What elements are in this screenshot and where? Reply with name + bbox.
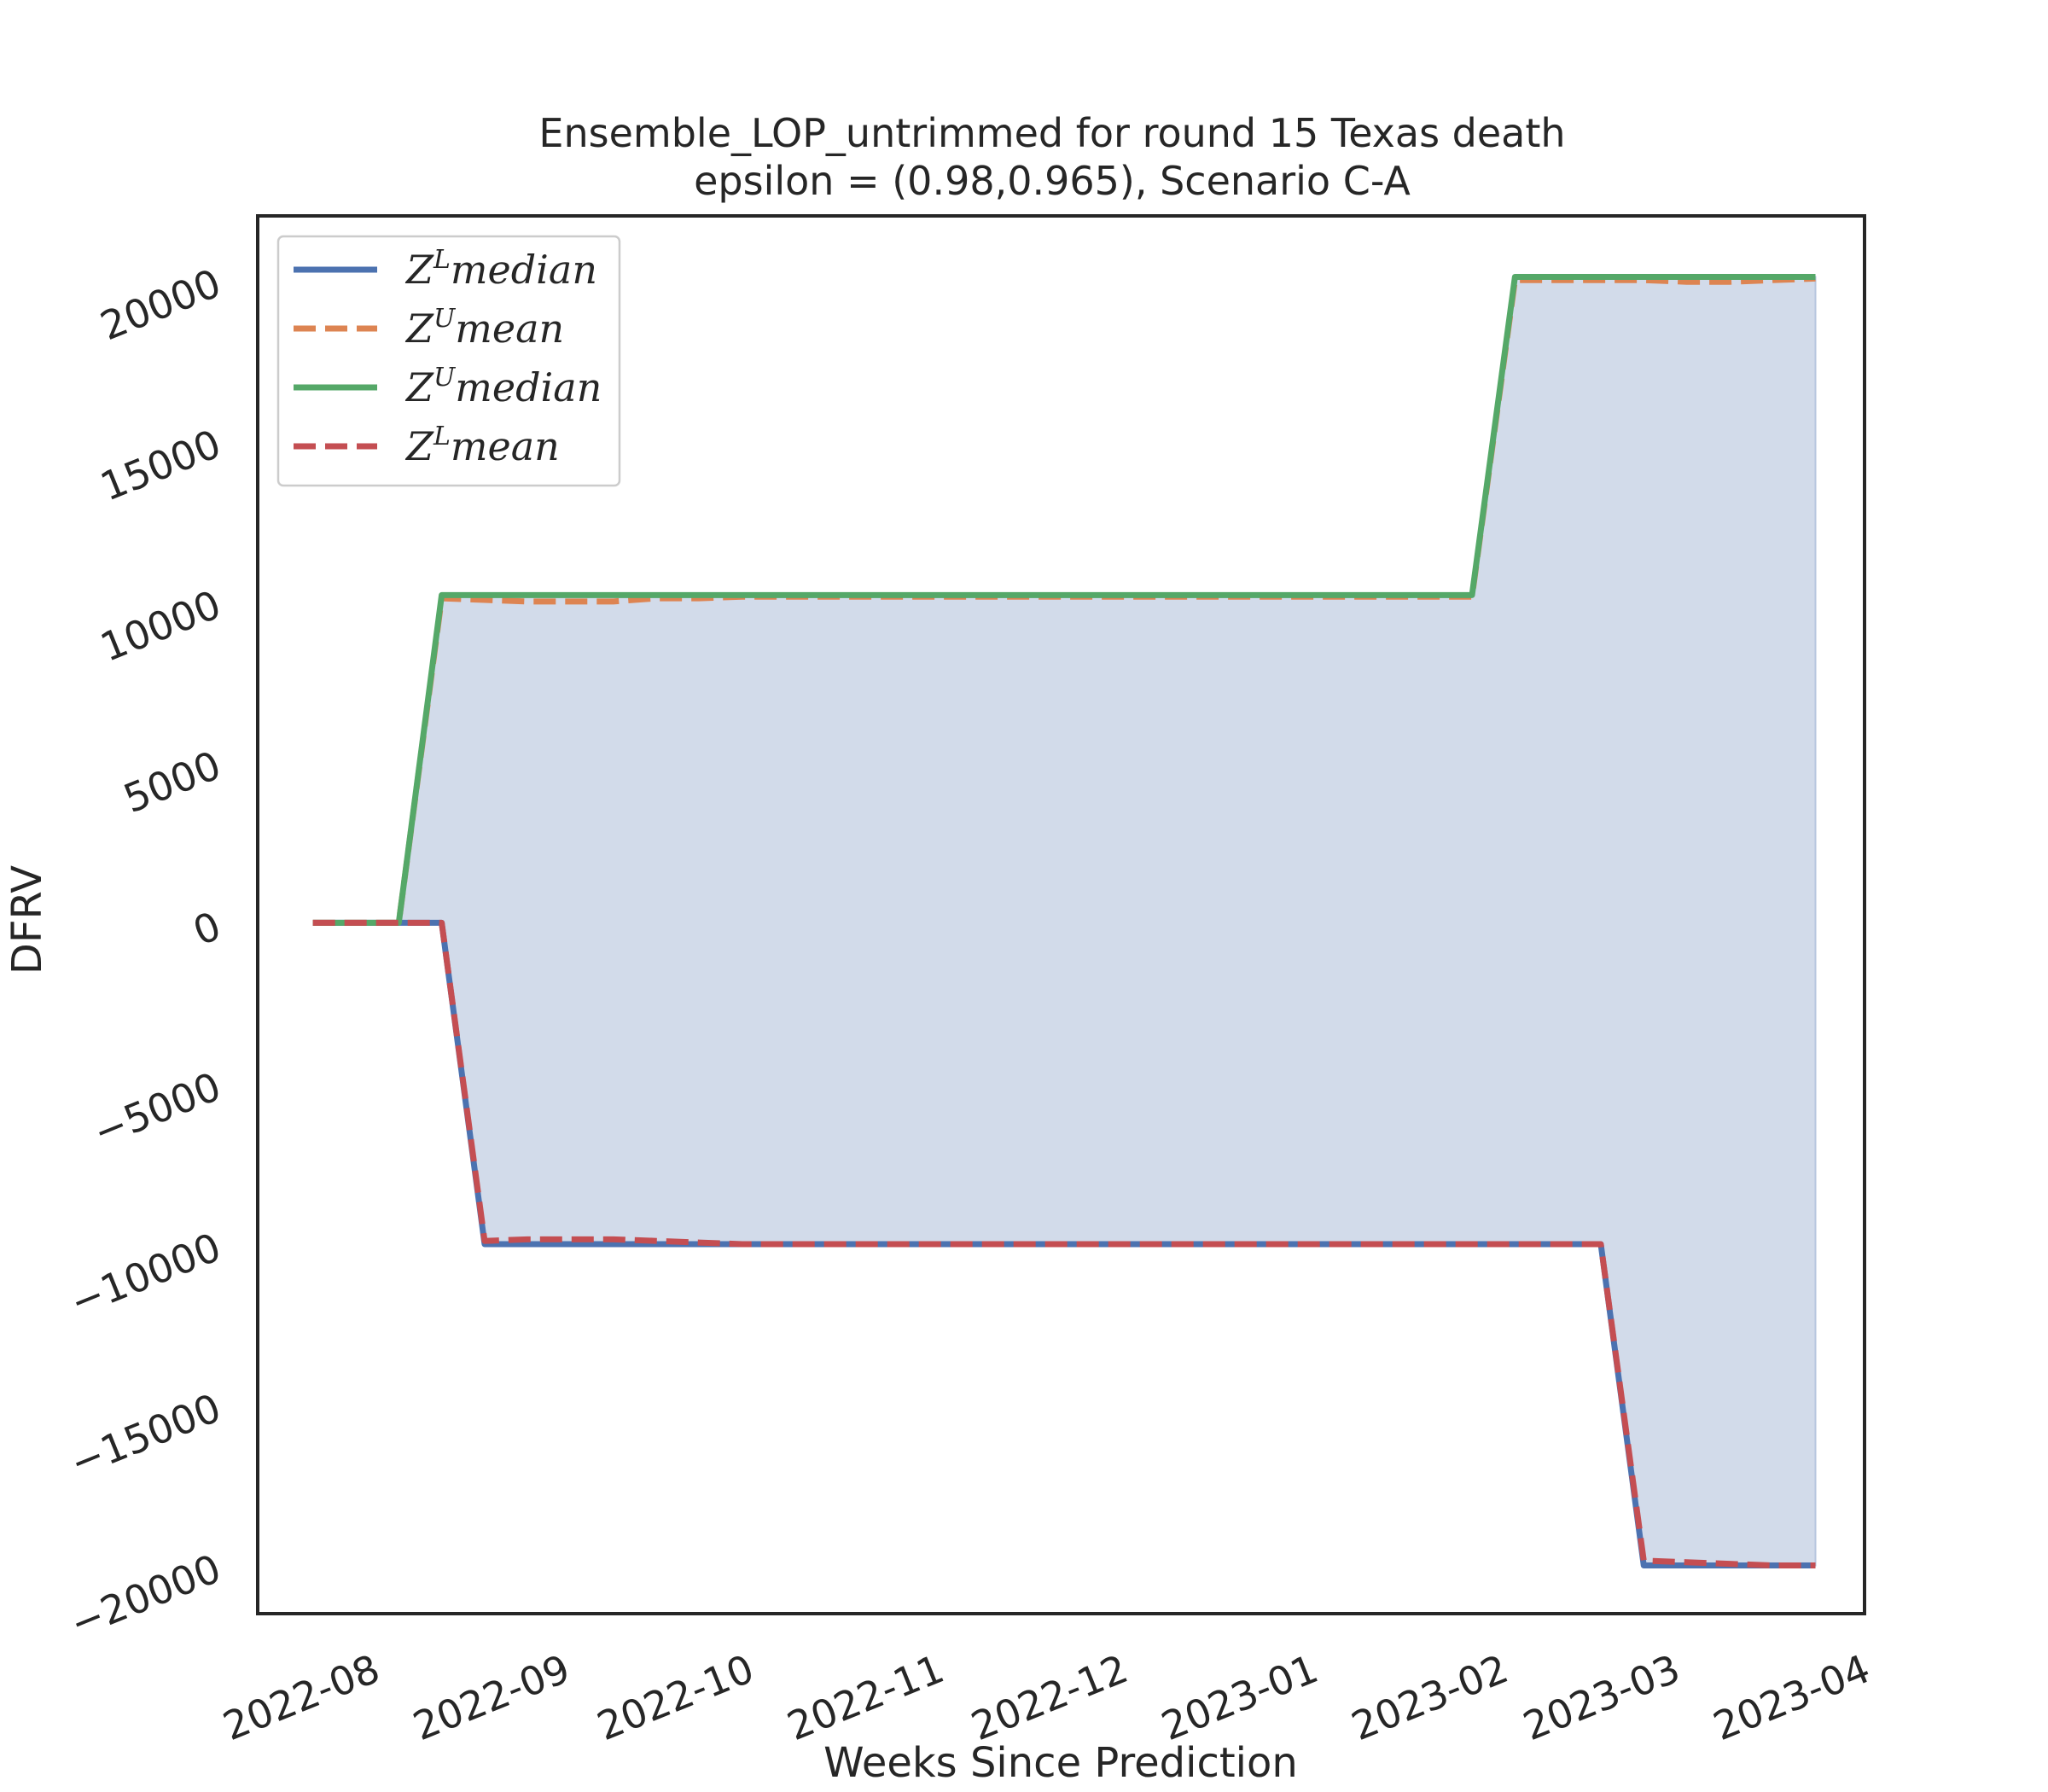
legend-label-1: ZUmean xyxy=(404,304,564,352)
x-tick-label: 2022-10 xyxy=(591,1645,759,1749)
chart-subtitle: epsilon = (0.98,0.965), Scenario C-A xyxy=(694,158,1411,204)
x-tick-label: 2023-03 xyxy=(1517,1645,1686,1749)
series-layer xyxy=(312,274,1816,1569)
x-tick-label: 2022-08 xyxy=(217,1645,386,1749)
x-tick-label: 2023-02 xyxy=(1345,1645,1514,1749)
legend: ZLmedian ZUmean ZUmedian ZLmean xyxy=(276,235,621,487)
y-tick-label: 5000 xyxy=(117,742,227,822)
y-tick-label: 10000 xyxy=(94,581,227,671)
x-tick-layer: 2022-08 2022-09 2022-10 2022-11 2022-12 2023-… xyxy=(217,1645,1876,1749)
chart-title: Ensemble_LOP_untrimmed for round 15 Texa… xyxy=(538,110,1565,156)
x-tick-label: 2022-12 xyxy=(965,1645,1134,1749)
series-line-3 xyxy=(312,919,1816,1569)
x-tick-label: 2023-01 xyxy=(1155,1645,1324,1749)
y-tick-label: −20000 xyxy=(63,1545,227,1647)
y-axis-label: DFRV xyxy=(3,865,51,975)
plot-frame xyxy=(256,214,1866,1615)
x-tick-label: 2022-09 xyxy=(407,1645,576,1749)
y-tick-label: 0 xyxy=(187,903,227,955)
x-axis-label: Weeks Since Prediction xyxy=(823,1739,1298,1787)
x-tick-label: 2023-04 xyxy=(1707,1645,1876,1749)
y-tick-label: −15000 xyxy=(63,1384,227,1486)
x-tick-label: 2022-11 xyxy=(781,1645,950,1749)
legend-label-0: ZLmedian xyxy=(404,245,597,293)
y-tick-label: −10000 xyxy=(63,1224,227,1325)
y-tick-layer: −20000 −15000 −10000 −5000 0 5000 10000 15000 20… xyxy=(63,259,227,1647)
series-line-1 xyxy=(312,275,1816,926)
series-line-2 xyxy=(312,274,1816,926)
legend-box xyxy=(276,235,621,487)
legend-label-2: ZUmedian xyxy=(404,363,602,410)
y-tick-label: 15000 xyxy=(94,421,227,510)
y-tick-label: −5000 xyxy=(87,1063,228,1155)
legend-label-3: ZLmean xyxy=(404,422,560,469)
y-tick-label: 20000 xyxy=(94,259,227,349)
